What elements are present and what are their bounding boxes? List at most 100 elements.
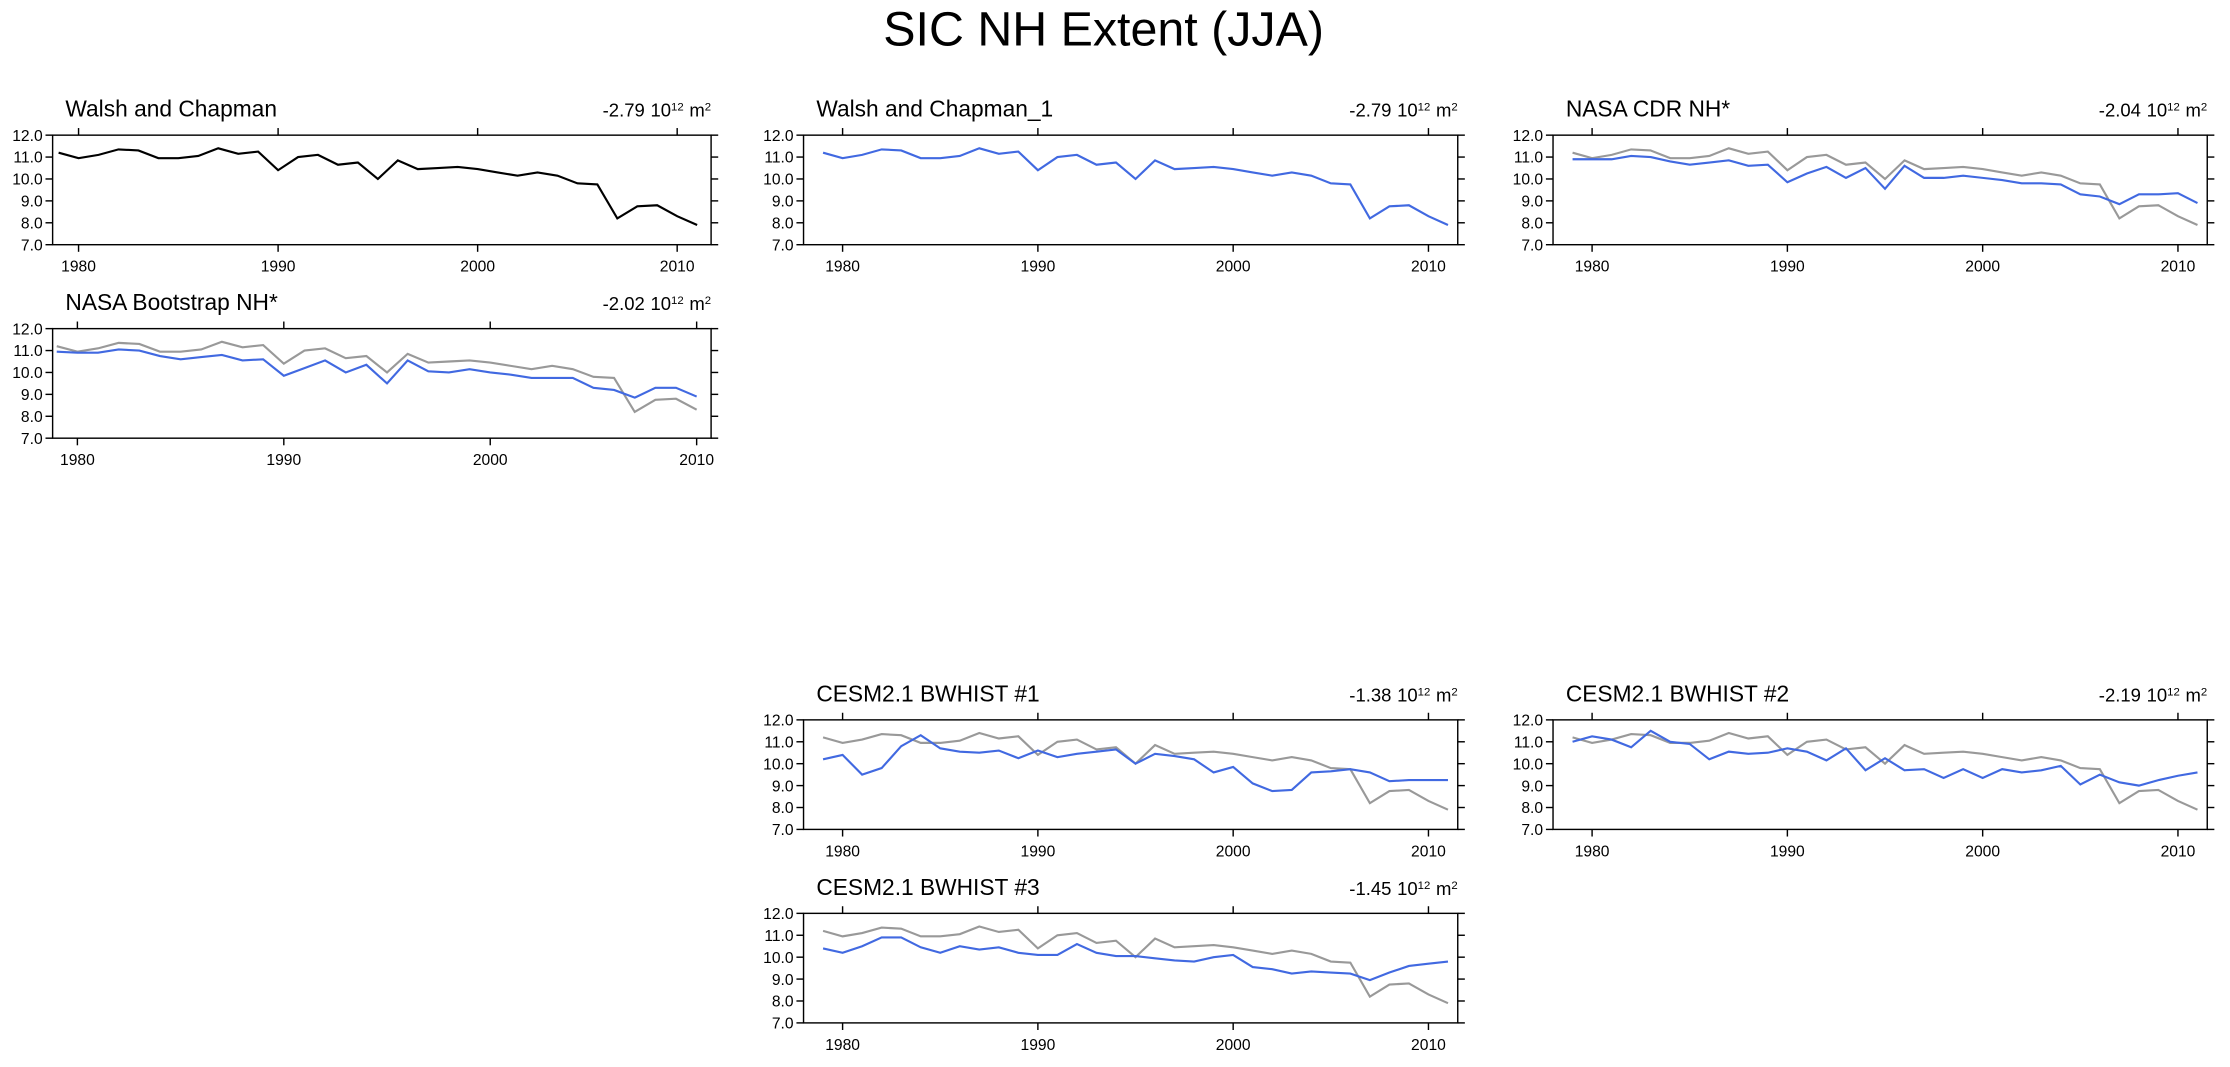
series-line — [1572, 147, 2198, 226]
series-line — [56, 340, 698, 414]
x-tick-label: 1980 — [1575, 259, 1610, 276]
y-tick-label: 10.0 — [763, 950, 794, 967]
trend-trend-exponent: 12 — [2167, 686, 2180, 698]
trend-trend-unit-exponent: 2 — [705, 102, 711, 114]
series-line — [1572, 731, 2198, 811]
panel: CESM2.1 BWHIST #2 -2.19 1012 m2 7.0 8.0 9.0 10.… — [1513, 680, 2215, 860]
trend-trend: -2.04 — [2099, 100, 2141, 121]
trend-trend: -1.38 — [1349, 684, 1391, 705]
panel-title: Walsh and Chapman — [65, 96, 277, 122]
x-tick-label: 1990 — [1770, 843, 1805, 860]
y-tick-label: 12.0 — [1513, 713, 1544, 730]
y-tick-label: 10.0 — [12, 172, 43, 189]
trend-trend: -2.19 — [2099, 684, 2141, 705]
y-tick-label: 12.0 — [763, 906, 794, 923]
trend-trend-base: 10 — [1397, 684, 1418, 705]
panel-title: NASA Bootstrap NH* — [65, 289, 278, 315]
trend-trend-base: 10 — [650, 293, 671, 314]
y-tick-label: 9.0 — [772, 194, 794, 211]
trend-trend-base: 10 — [2147, 100, 2168, 121]
y-tick-label: 12.0 — [763, 713, 794, 730]
x-tick-label: 2010 — [2161, 259, 2196, 276]
x-tick-label: 1990 — [1021, 259, 1056, 276]
panel-title: CESM2.1 BWHIST #2 — [1566, 680, 1789, 706]
x-tick-label: 1980 — [61, 259, 96, 276]
trend-trend-unit-exponent: 2 — [2201, 102, 2207, 114]
x-tick-label: 1990 — [1021, 1037, 1056, 1054]
trend-trend-unit: m — [689, 100, 704, 121]
y-tick-label: 9.0 — [21, 194, 43, 211]
trend-label: -1.45 1012 m2 — [1349, 878, 1457, 899]
x-tick-label: 2010 — [660, 259, 695, 276]
y-tick-label: 11.0 — [1514, 734, 1544, 751]
panel: CESM2.1 BWHIST #1 -1.38 1012 m2 7.0 8.0 9.0 10.… — [763, 680, 1465, 860]
trend-trend-unit-exponent: 2 — [705, 295, 711, 307]
y-tick-label: 8.0 — [21, 409, 43, 426]
x-tick-label: 2000 — [1216, 259, 1251, 276]
trend-trend-exponent: 12 — [671, 295, 684, 307]
x-tick-label: 2000 — [460, 259, 495, 276]
x-tick-label: 1990 — [1021, 843, 1056, 860]
y-tick-label: 10.0 — [12, 365, 43, 382]
trend-label: -2.19 1012 m2 — [2099, 684, 2207, 705]
trend-label: -2.79 1012 m2 — [1349, 100, 1457, 121]
trend-trend-unit: m — [2186, 100, 2201, 121]
trend-trend-exponent: 12 — [1418, 102, 1431, 114]
trend-label: -2.79 1012 m2 — [603, 100, 711, 121]
y-tick-label: 9.0 — [21, 387, 43, 404]
figure-title: SIC NH Extent (JJA) — [883, 3, 1324, 57]
panel: NASA CDR NH* -2.04 1012 m2 7.0 8.0 9.0 10.0 11.0… — [1513, 96, 2215, 276]
y-tick-label: 11.0 — [13, 343, 43, 360]
trend-trend-exponent: 12 — [1418, 880, 1431, 892]
plot-frame — [51, 134, 712, 246]
y-tick-label: 8.0 — [1521, 800, 1543, 817]
y-tick-label: 9.0 — [1521, 778, 1543, 795]
y-tick-label: 11.0 — [1514, 150, 1544, 167]
x-tick-label: 2010 — [1411, 259, 1446, 276]
trend-trend: -2.02 — [603, 293, 645, 314]
y-tick-label: 10.0 — [763, 172, 794, 189]
x-tick-label: 2010 — [1411, 843, 1446, 860]
y-tick-label: 7.0 — [772, 1016, 794, 1033]
trend-trend-base: 10 — [2147, 684, 2168, 705]
y-tick-label: 7.0 — [772, 237, 794, 254]
y-tick-label: 11.0 — [13, 150, 43, 167]
series-line — [822, 147, 1449, 226]
plot-frame — [802, 134, 1459, 246]
y-tick-label: 8.0 — [772, 994, 794, 1011]
y-tick-label: 7.0 — [21, 237, 43, 254]
plot-frame — [1552, 134, 2208, 246]
y-tick-label: 7.0 — [1521, 237, 1543, 254]
y-tick-label: 10.0 — [1513, 172, 1544, 189]
y-tick-label: 8.0 — [1521, 215, 1543, 232]
x-tick-label: 2000 — [473, 452, 508, 469]
x-tick-label: 1990 — [1770, 259, 1805, 276]
x-tick-label: 2000 — [1216, 843, 1251, 860]
y-tick-label: 9.0 — [772, 972, 794, 989]
x-tick-label: 2010 — [679, 452, 714, 469]
trend-label: -1.38 1012 m2 — [1349, 684, 1457, 705]
trend-trend: -2.79 — [1349, 100, 1391, 121]
panel: NASA Bootstrap NH* -2.02 1012 m2 7.0 8.0 9.0 10… — [12, 289, 719, 469]
y-tick-label: 12.0 — [1513, 128, 1544, 145]
trend-trend: -1.45 — [1349, 878, 1391, 899]
x-tick-label: 2000 — [1965, 843, 2000, 860]
series-line — [822, 731, 1449, 811]
x-tick-label: 2010 — [1411, 1037, 1446, 1054]
plot-frame — [802, 719, 1459, 831]
y-tick-label: 8.0 — [772, 215, 794, 232]
x-tick-label: 1990 — [266, 452, 301, 469]
x-tick-label: 1980 — [825, 259, 860, 276]
trend-trend-exponent: 12 — [1418, 686, 1431, 698]
trend-trend-exponent: 12 — [2167, 102, 2180, 114]
plot-frame — [802, 912, 1459, 1024]
y-tick-label: 7.0 — [772, 822, 794, 839]
series-line — [822, 936, 1449, 982]
panel: CESM2.1 BWHIST #3 -1.45 1012 m2 7.0 8.0 9.0 10.… — [763, 874, 1465, 1054]
panel: Walsh and Chapman_1 -2.79 1012 m2 7.0 8.0 9.0 1… — [763, 96, 1465, 276]
x-tick-label: 1980 — [825, 1037, 860, 1054]
y-tick-label: 10.0 — [763, 756, 794, 773]
trend-trend-unit: m — [1436, 878, 1451, 899]
